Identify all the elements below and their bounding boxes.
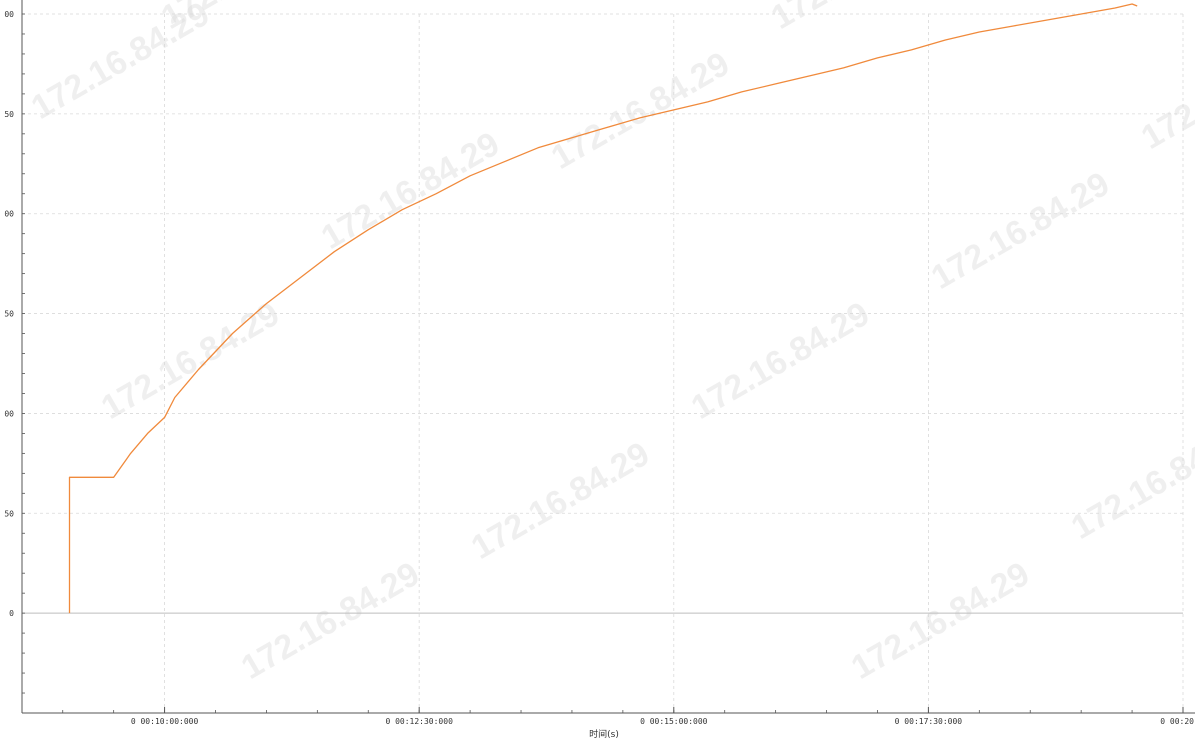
- y-tick-label: 50: [4, 509, 14, 518]
- x-tick-label: 0 00:12:30:000: [385, 717, 453, 726]
- y-tick-label: 00: [4, 10, 14, 19]
- y-tick-label: 00: [4, 210, 14, 219]
- watermark-text: 172.16.84.29: [925, 165, 1116, 297]
- watermark-text: 172.16.84.29: [1135, 25, 1195, 157]
- x-tick-label: 0 00:10:00:000: [131, 717, 199, 726]
- watermark-text: 172.16.84.29: [765, 0, 956, 37]
- watermark-text: 172.16.84.29: [235, 555, 426, 687]
- watermark-text: 172.16.84.29: [685, 295, 876, 427]
- x-tick-label: 0 00:17:30:000: [895, 717, 963, 726]
- y-tick-label: 0: [9, 609, 14, 618]
- y-tick-label: 50: [4, 310, 14, 319]
- y-axis-ticks: 0 50 00 50 00 50 00: [4, 10, 14, 618]
- series-layer: [68, 3, 1138, 614]
- axes: [21, 0, 1195, 714]
- y-tick-label: 00: [4, 409, 14, 418]
- series-line: [68, 3, 1138, 614]
- grid-lines: [22, 13, 1184, 713]
- watermark-layer: 172.16.84.29172.16.84.29172.16.84.29172.…: [25, 0, 1195, 687]
- watermark-text: 172.16.84.29: [545, 45, 736, 177]
- x-tick-label: 0 00:20: [1160, 717, 1194, 726]
- x-tick-label: 0 00:15:00:000: [640, 717, 708, 726]
- x-axis-label: 时间(s): [589, 728, 619, 740]
- watermark-text: 172.16.84.29: [315, 125, 506, 257]
- y-tick-label: 50: [4, 110, 14, 119]
- x-axis-ticks: 0 00:10:00:000 0 00:12:30:000 0 00:15:00:0…: [131, 707, 1194, 726]
- watermark-text: 172.16.84.29: [465, 435, 656, 567]
- watermark-text: 172.16.84.29: [95, 295, 286, 427]
- watermark-text: 172.16.84.29: [1065, 415, 1195, 547]
- watermark-text: 172.16.84.29: [845, 555, 1036, 687]
